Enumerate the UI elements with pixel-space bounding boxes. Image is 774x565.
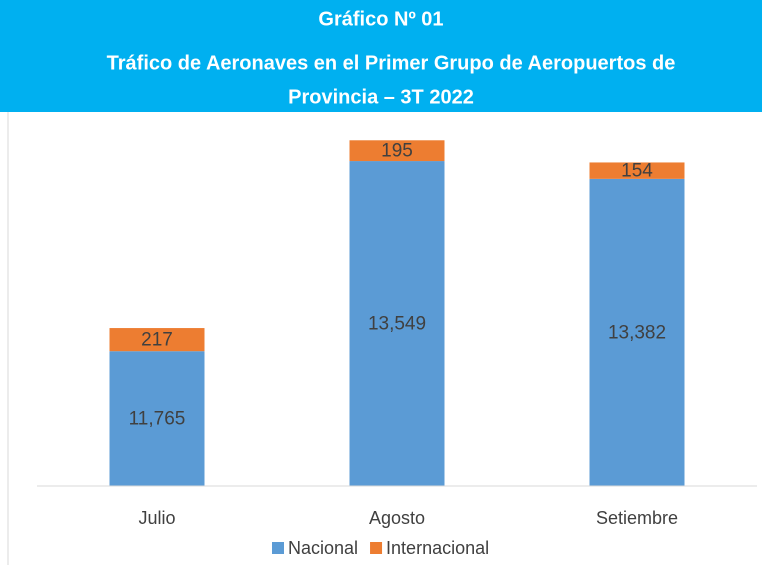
bar-segment xyxy=(349,161,445,486)
x-tick-label: Julio xyxy=(138,508,175,528)
data-label: 13,549 xyxy=(368,314,426,335)
chart-title: Provincia – 3T 2022 xyxy=(288,86,474,108)
bar-segment xyxy=(589,162,685,179)
bar-segment xyxy=(109,351,205,486)
bar-segment xyxy=(109,328,205,352)
bar-segment xyxy=(349,140,445,162)
legend-swatch xyxy=(272,542,284,554)
legend-label: Internacional xyxy=(386,538,489,558)
chart-title: Gráfico Nº 01 xyxy=(318,8,443,30)
data-label: 11,765 xyxy=(129,409,186,430)
data-label: 195 xyxy=(381,141,413,162)
data-label: 13,382 xyxy=(608,322,666,343)
title-box xyxy=(0,0,762,112)
legend-swatch xyxy=(370,542,383,554)
bar-segment xyxy=(589,178,685,486)
x-tick-label: Setiembre xyxy=(596,508,678,528)
legend-label: Nacional xyxy=(288,538,358,558)
chart-title: Tráfico de Aeronaves en el Primer Grupo … xyxy=(107,52,676,74)
data-label: 154 xyxy=(621,161,653,182)
x-tick-label: Agosto xyxy=(369,508,425,528)
data-label: 217 xyxy=(141,330,173,351)
